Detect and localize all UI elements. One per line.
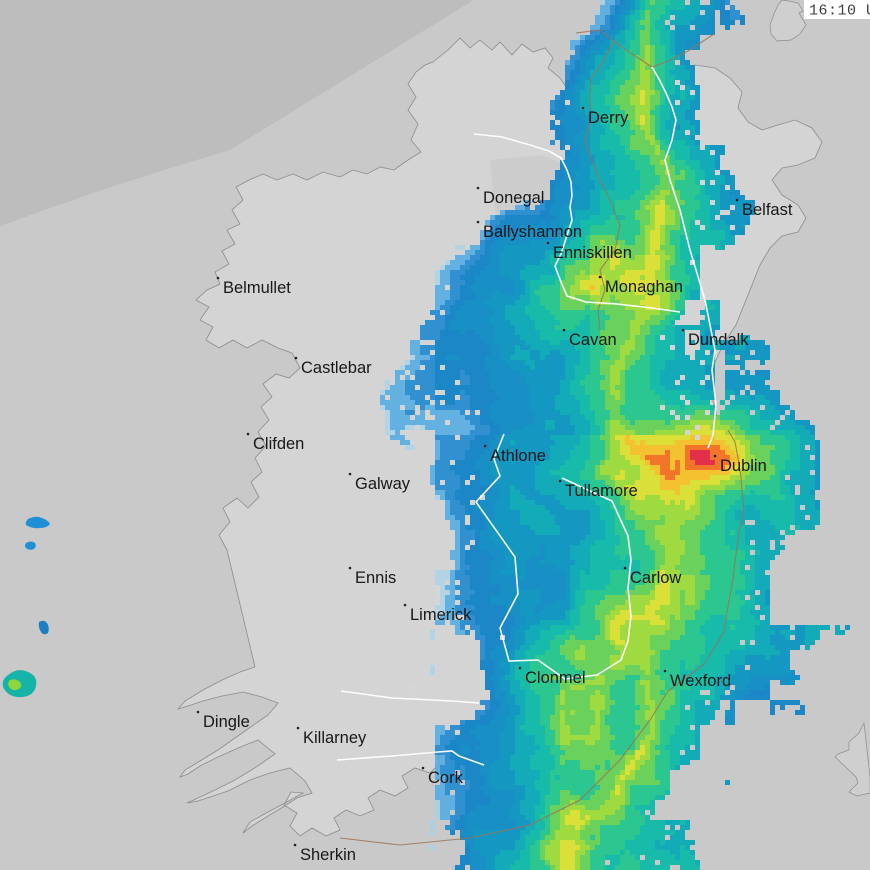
svg-text:Ballyshannon: Ballyshannon — [483, 223, 582, 241]
svg-text:Tullamore: Tullamore — [565, 482, 638, 500]
svg-text:Donegal: Donegal — [483, 189, 544, 207]
svg-text:Carlow: Carlow — [630, 569, 681, 587]
svg-text:Enniskillen: Enniskillen — [553, 244, 632, 262]
svg-text:Castlebar: Castlebar — [301, 359, 372, 377]
svg-text:Killarney: Killarney — [303, 729, 367, 747]
svg-text:Dundalk: Dundalk — [688, 331, 749, 349]
svg-text:Wexford: Wexford — [670, 672, 731, 690]
svg-text:Monaghan: Monaghan — [605, 278, 683, 296]
svg-text:Dingle: Dingle — [203, 713, 250, 731]
svg-text:Belfast: Belfast — [742, 201, 793, 219]
svg-text:Sherkin: Sherkin — [300, 846, 356, 864]
svg-text:16:10 UTC: 16:10 UTC — [809, 3, 870, 20]
svg-text:Clonmel: Clonmel — [525, 669, 586, 687]
svg-text:Cavan: Cavan — [569, 331, 617, 349]
svg-text:Clifden: Clifden — [253, 435, 304, 453]
svg-text:Dublin: Dublin — [720, 457, 767, 475]
svg-text:Derry: Derry — [588, 109, 629, 127]
svg-text:Athlone: Athlone — [490, 447, 546, 465]
svg-text:Galway: Galway — [355, 475, 411, 493]
svg-text:Cork: Cork — [428, 769, 464, 787]
svg-text:Ennis: Ennis — [355, 569, 396, 587]
svg-text:Belmullet: Belmullet — [223, 279, 291, 297]
svg-text:Limerick: Limerick — [410, 606, 472, 624]
